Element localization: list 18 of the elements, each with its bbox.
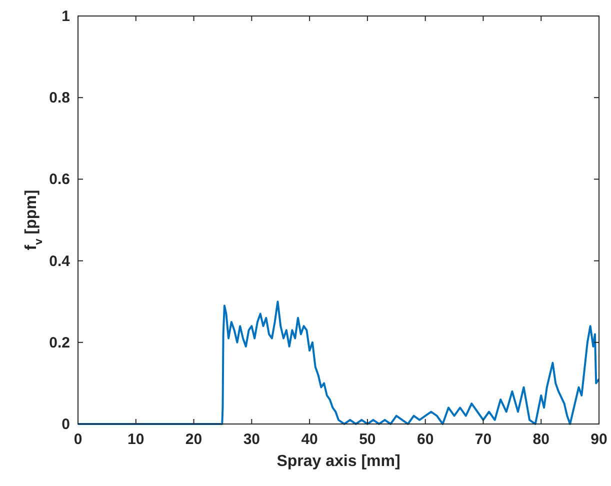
x-tick-label: 30: [243, 431, 260, 448]
line-series: [78, 300, 599, 425]
x-tick-label: 10: [128, 431, 144, 448]
y-tick-label: 1: [62, 8, 70, 25]
y-tick-label: 0.8: [49, 90, 70, 107]
x-tick-label: 90: [590, 431, 608, 448]
y-tick-label: 0: [62, 416, 70, 433]
x-tick-label: 0: [74, 431, 82, 448]
x-tick-label: 60: [416, 431, 434, 448]
y-tick-label: 0.6: [49, 171, 70, 188]
x-tick-label: 40: [301, 431, 318, 448]
y-tick-label: 0.4: [49, 252, 71, 270]
x-axis-title: Spray axis [mm]: [276, 453, 400, 470]
y-tick-label: 0.2: [49, 334, 70, 352]
x-tick-label: 80: [532, 431, 550, 448]
x-tick-label: 70: [474, 431, 492, 448]
x-tick-label: 20: [185, 431, 202, 448]
x-tick-label: 50: [359, 431, 376, 448]
